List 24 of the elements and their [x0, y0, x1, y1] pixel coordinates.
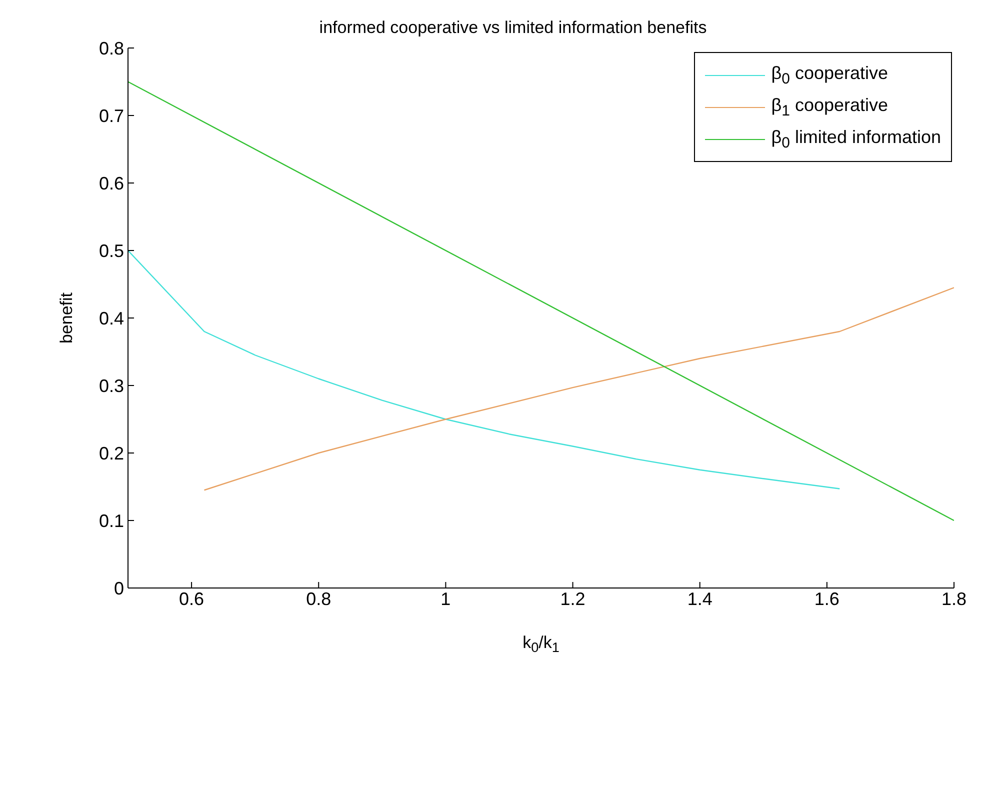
line-series [128, 250, 840, 490]
y-tick-label: 0.1 [98, 510, 124, 531]
x-axis-title: k$_{0}$/k$_{1}$ [522, 633, 560, 656]
x-tick-label: 1.6 [814, 588, 840, 609]
y-tick-label: 0.6 [98, 173, 124, 194]
chart-title: informed cooperative vs limited information benefits [319, 18, 707, 37]
x-tick-label: 0.8 [306, 588, 332, 609]
legend-label: β$_{1}$ cooperative [771, 94, 888, 120]
x-tick-label: 1.4 [687, 588, 712, 609]
line-series [204, 287, 954, 491]
x-tick-label: 1 [440, 588, 451, 609]
y-tick-label: 0.4 [98, 308, 124, 328]
legend-label: β$_{0}$ limited information [771, 126, 941, 152]
x-tick-label: 0.6 [179, 588, 204, 609]
y-tick-label: 0.7 [98, 106, 124, 126]
y-axis-title: benefit [57, 292, 76, 344]
x-tick-label: 1.8 [941, 588, 967, 609]
y-tick-label: 0.2 [98, 443, 124, 464]
y-tick-label: 0.8 [98, 38, 124, 58]
x-tick-label: 1.2 [560, 588, 586, 609]
y-tick-label: 0.5 [98, 240, 124, 261]
y-tick-label: 0 [114, 578, 124, 598]
legend-label: β$_{0}$ cooperative [771, 62, 888, 88]
y-tick-label: 0.3 [98, 376, 124, 396]
